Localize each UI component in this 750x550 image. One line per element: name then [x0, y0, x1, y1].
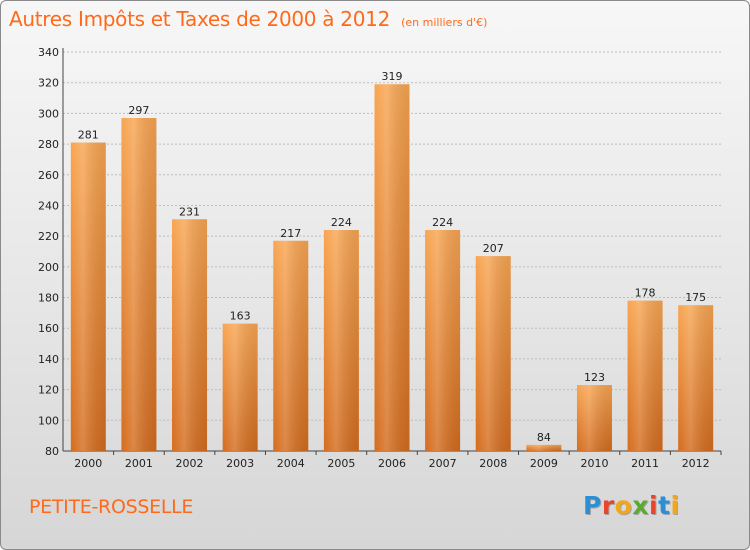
y-tick-label: 120 — [38, 384, 59, 397]
x-tick-label-2001: 2001 — [125, 457, 153, 470]
place-name: PETITE-ROSSELLE — [29, 496, 194, 518]
y-tick-label: 100 — [38, 414, 59, 427]
axes: 80 100 120 140 160 180 200 220 240 260 280 300 320 34… — [38, 46, 722, 470]
x-tick-label-2006: 2006 — [378, 457, 406, 470]
x-tick-label-2002: 2002 — [176, 457, 204, 470]
x-tick-label-2007: 2007 — [429, 457, 457, 470]
bar-shine-2005 — [323, 230, 359, 451]
y-tick-label: 300 — [38, 107, 59, 120]
value-label-2011: 178 — [635, 287, 656, 300]
chart-header: Autres Impôts et Taxes de 2000 à 2012 (e… — [9, 7, 487, 31]
y-tick-label: 160 — [38, 322, 59, 335]
y-tick-label: 280 — [38, 138, 59, 151]
bar-shine-2007 — [425, 230, 461, 451]
x-tick-label-2011: 2011 — [631, 457, 659, 470]
bar-shine-2000 — [70, 142, 106, 452]
y-tick-label: 140 — [38, 353, 59, 366]
bar-shine-2008 — [475, 256, 511, 451]
y-tick-label: 180 — [38, 292, 59, 305]
proxiti-logo: Proxiti — [583, 491, 680, 520]
bar-shine-2010 — [576, 385, 612, 451]
x-tick-label-2010: 2010 — [580, 457, 608, 470]
x-tick-label-2009: 2009 — [530, 457, 558, 470]
bar-shine-2009 — [526, 444, 562, 451]
x-tick-label-2005: 2005 — [327, 457, 355, 470]
logo-letter: r — [601, 491, 615, 520]
bar-shine-2011 — [627, 300, 663, 451]
value-label-2001: 297 — [128, 104, 149, 117]
y-tick-label: 200 — [38, 261, 59, 274]
chart-subtitle: (en milliers d'€) — [401, 16, 488, 29]
value-label-2005: 224 — [331, 216, 352, 229]
bar-shine-2002 — [172, 219, 208, 451]
bars — [70, 84, 714, 452]
chart-title: Autres Impôts et Taxes de 2000 à 2012 — [9, 7, 390, 31]
y-tick-label: 80 — [45, 445, 59, 458]
value-label-2006: 319 — [382, 70, 403, 83]
logo-letter: P — [583, 491, 602, 520]
bar-shine-2004 — [273, 240, 309, 451]
value-label-2004: 217 — [280, 227, 301, 240]
y-tick-label: 260 — [38, 169, 59, 182]
value-label-2008: 207 — [483, 242, 504, 255]
value-label-2012: 175 — [685, 291, 706, 304]
logo-letter: o — [614, 491, 633, 520]
y-tick-label: 320 — [38, 77, 59, 90]
bar-shine-2003 — [222, 323, 258, 451]
x-tick-label-2008: 2008 — [479, 457, 507, 470]
logo-letter: x — [632, 491, 649, 520]
x-tick-label-2000: 2000 — [74, 457, 102, 470]
logo-letter: t — [658, 491, 671, 520]
y-tick-label: 220 — [38, 230, 59, 243]
y-tick-label: 340 — [38, 46, 59, 59]
y-tick-label: 240 — [38, 199, 59, 212]
logo-letter: i — [649, 491, 659, 520]
x-tick-label-2004: 2004 — [277, 457, 305, 470]
bar-shine-2006 — [374, 84, 410, 451]
x-tick-label-2012: 2012 — [682, 457, 710, 470]
data-labels: 281 297 231 163 217 224 319 224 207 84 123 178 175 — [78, 70, 706, 444]
value-label-2003: 163 — [230, 310, 251, 323]
logo-letter: i — [670, 491, 680, 520]
bar-shine-2012 — [678, 305, 714, 451]
bar-shine-2001 — [121, 117, 157, 451]
value-label-2000: 281 — [78, 129, 99, 142]
value-label-2009: 84 — [537, 431, 551, 444]
value-label-2007: 224 — [432, 216, 453, 229]
value-label-2002: 231 — [179, 205, 200, 218]
value-label-2010: 123 — [584, 371, 605, 384]
x-tick-label-2003: 2003 — [226, 457, 254, 470]
